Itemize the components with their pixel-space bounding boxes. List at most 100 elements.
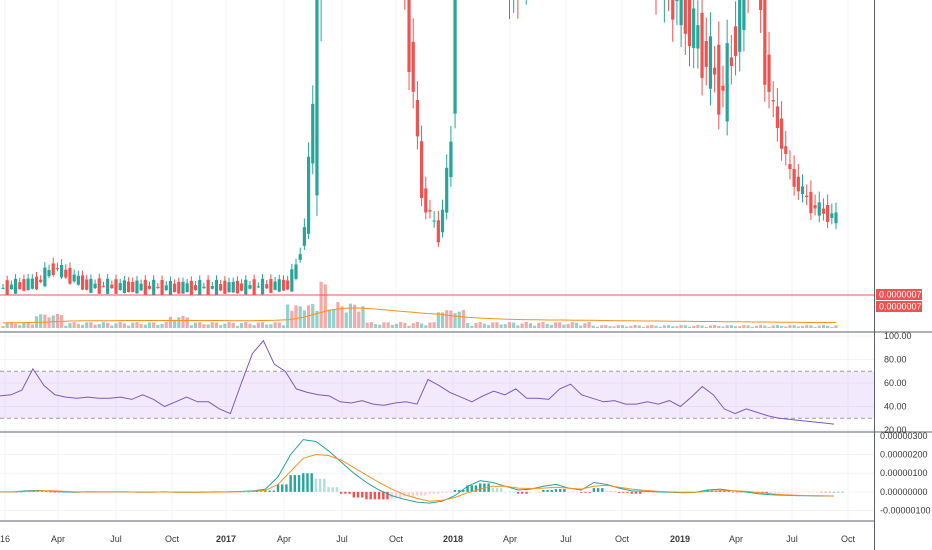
- volume-bar: [763, 325, 767, 328]
- macd-y-tick: 0.00000200: [880, 450, 928, 460]
- macd-histogram-bar: [436, 491, 440, 494]
- volume-bar: [239, 323, 244, 328]
- volume-bar: [499, 324, 503, 328]
- macd-histogram-bar: [592, 488, 596, 492]
- volume-bar: [428, 322, 432, 328]
- volume-bar: [817, 325, 821, 328]
- volume-bar: [369, 322, 373, 328]
- macd-histogram-bar: [318, 478, 322, 492]
- macd-histogram-bar: [264, 490, 267, 492]
- volume-bar: [721, 326, 725, 328]
- x-axis-labels: 16 Apr Jul Oct 2017 Apr Jul Oct 2018 Apr Jul Oct 201…: [0, 534, 855, 544]
- candle-body: [9, 284, 13, 290]
- candle-body: [193, 285, 198, 291]
- candle-body: [260, 278, 265, 295]
- volume-bar: [302, 310, 306, 328]
- macd-histogram-bar: [365, 491, 368, 500]
- macd-histogram-bar: [268, 490, 271, 492]
- candle-body: [813, 205, 817, 209]
- candle-body: [738, 0, 742, 52]
- volume-bar: [348, 303, 353, 328]
- volume-bar: [591, 325, 595, 328]
- rsi-panel[interactable]: [0, 339, 874, 425]
- price-panel[interactable]: [0, 0, 874, 328]
- price-badge: [876, 301, 922, 312]
- candle-body: [198, 279, 202, 296]
- volume-bar: [537, 322, 541, 328]
- macd-histogram-bar: [807, 491, 810, 493]
- candle-body: [821, 208, 826, 214]
- macd-y-tick: 0.00000300: [880, 431, 928, 441]
- macd-histogram-bar: [344, 491, 347, 494]
- volume-bar: [809, 325, 813, 328]
- macd-histogram-bar: [339, 491, 343, 494]
- macd-histogram-bar: [651, 491, 655, 493]
- candle-body: [692, 8, 696, 49]
- macd-histogram-bar: [828, 491, 831, 493]
- candle-body: [202, 286, 206, 289]
- candle-body: [411, 41, 415, 92]
- volume-bar: [131, 322, 135, 328]
- volume-bar: [9, 322, 13, 328]
- candle-body: [147, 285, 152, 289]
- candle-body: [160, 280, 164, 296]
- candle-body: [1, 287, 5, 289]
- macd-histogram-bar: [609, 490, 612, 492]
- candle-body: [725, 43, 729, 122]
- macd-histogram-bar: [554, 489, 558, 492]
- x-tick-label: 2018: [443, 534, 463, 544]
- volume-bar: [1, 326, 5, 328]
- volume-bar: [382, 322, 386, 328]
- macd-histogram-bar: [769, 491, 773, 493]
- candle-body: [809, 191, 813, 214]
- macd-histogram-bar: [837, 491, 840, 493]
- macd-panel[interactable]: [0, 439, 844, 504]
- macd-histogram-bar: [626, 491, 629, 493]
- x-tick-label: Apr: [277, 534, 291, 544]
- candle-body: [708, 36, 713, 89]
- candle-body: [43, 267, 47, 287]
- candle-body: [156, 286, 160, 289]
- candle-body: [453, 0, 457, 114]
- volume-bar: [767, 326, 771, 328]
- macd-histogram-bar: [533, 491, 537, 493]
- volume-bar: [378, 324, 382, 328]
- macd-histogram-bar: [310, 473, 313, 492]
- macd-histogram-bar: [588, 491, 591, 493]
- x-tick-label: 2019: [670, 534, 690, 544]
- candle-body: [89, 278, 93, 293]
- macd-histogram-bar: [794, 491, 798, 493]
- volume-bar: [210, 322, 214, 328]
- candle-body: [265, 284, 269, 289]
- volume-bar: [604, 325, 608, 328]
- candle-body: [733, 26, 738, 56]
- volume-bar: [394, 323, 399, 328]
- macd-histogram-bar: [647, 491, 650, 493]
- macd-histogram-bar: [386, 491, 389, 500]
- macd-histogram-bar: [306, 473, 309, 492]
- volume-bar: [72, 322, 76, 328]
- candle-body: [834, 212, 838, 224]
- macd-histogram-bar: [361, 491, 364, 498]
- volume-bar: [327, 309, 332, 328]
- volume-bar: [227, 322, 231, 328]
- macd-histogram-bar: [424, 491, 427, 496]
- candle-body: [206, 279, 210, 296]
- signal-line: [0, 453, 835, 502]
- volume-bar: [687, 326, 692, 328]
- volume-bar: [5, 323, 9, 328]
- volume-bar: [386, 322, 390, 328]
- volume-bar: [407, 325, 411, 328]
- volume-bar: [168, 316, 173, 328]
- volume-bar: [235, 325, 240, 328]
- candle-body: [51, 263, 55, 276]
- candle-body: [683, 0, 687, 34]
- volume-bar: [470, 325, 474, 328]
- volume-bar: [583, 323, 587, 328]
- macd-histogram-bar: [778, 491, 781, 493]
- volume-bar: [826, 325, 830, 328]
- volume-bar: [457, 311, 461, 328]
- volume-bar: [89, 322, 93, 328]
- candle-body: [767, 54, 771, 92]
